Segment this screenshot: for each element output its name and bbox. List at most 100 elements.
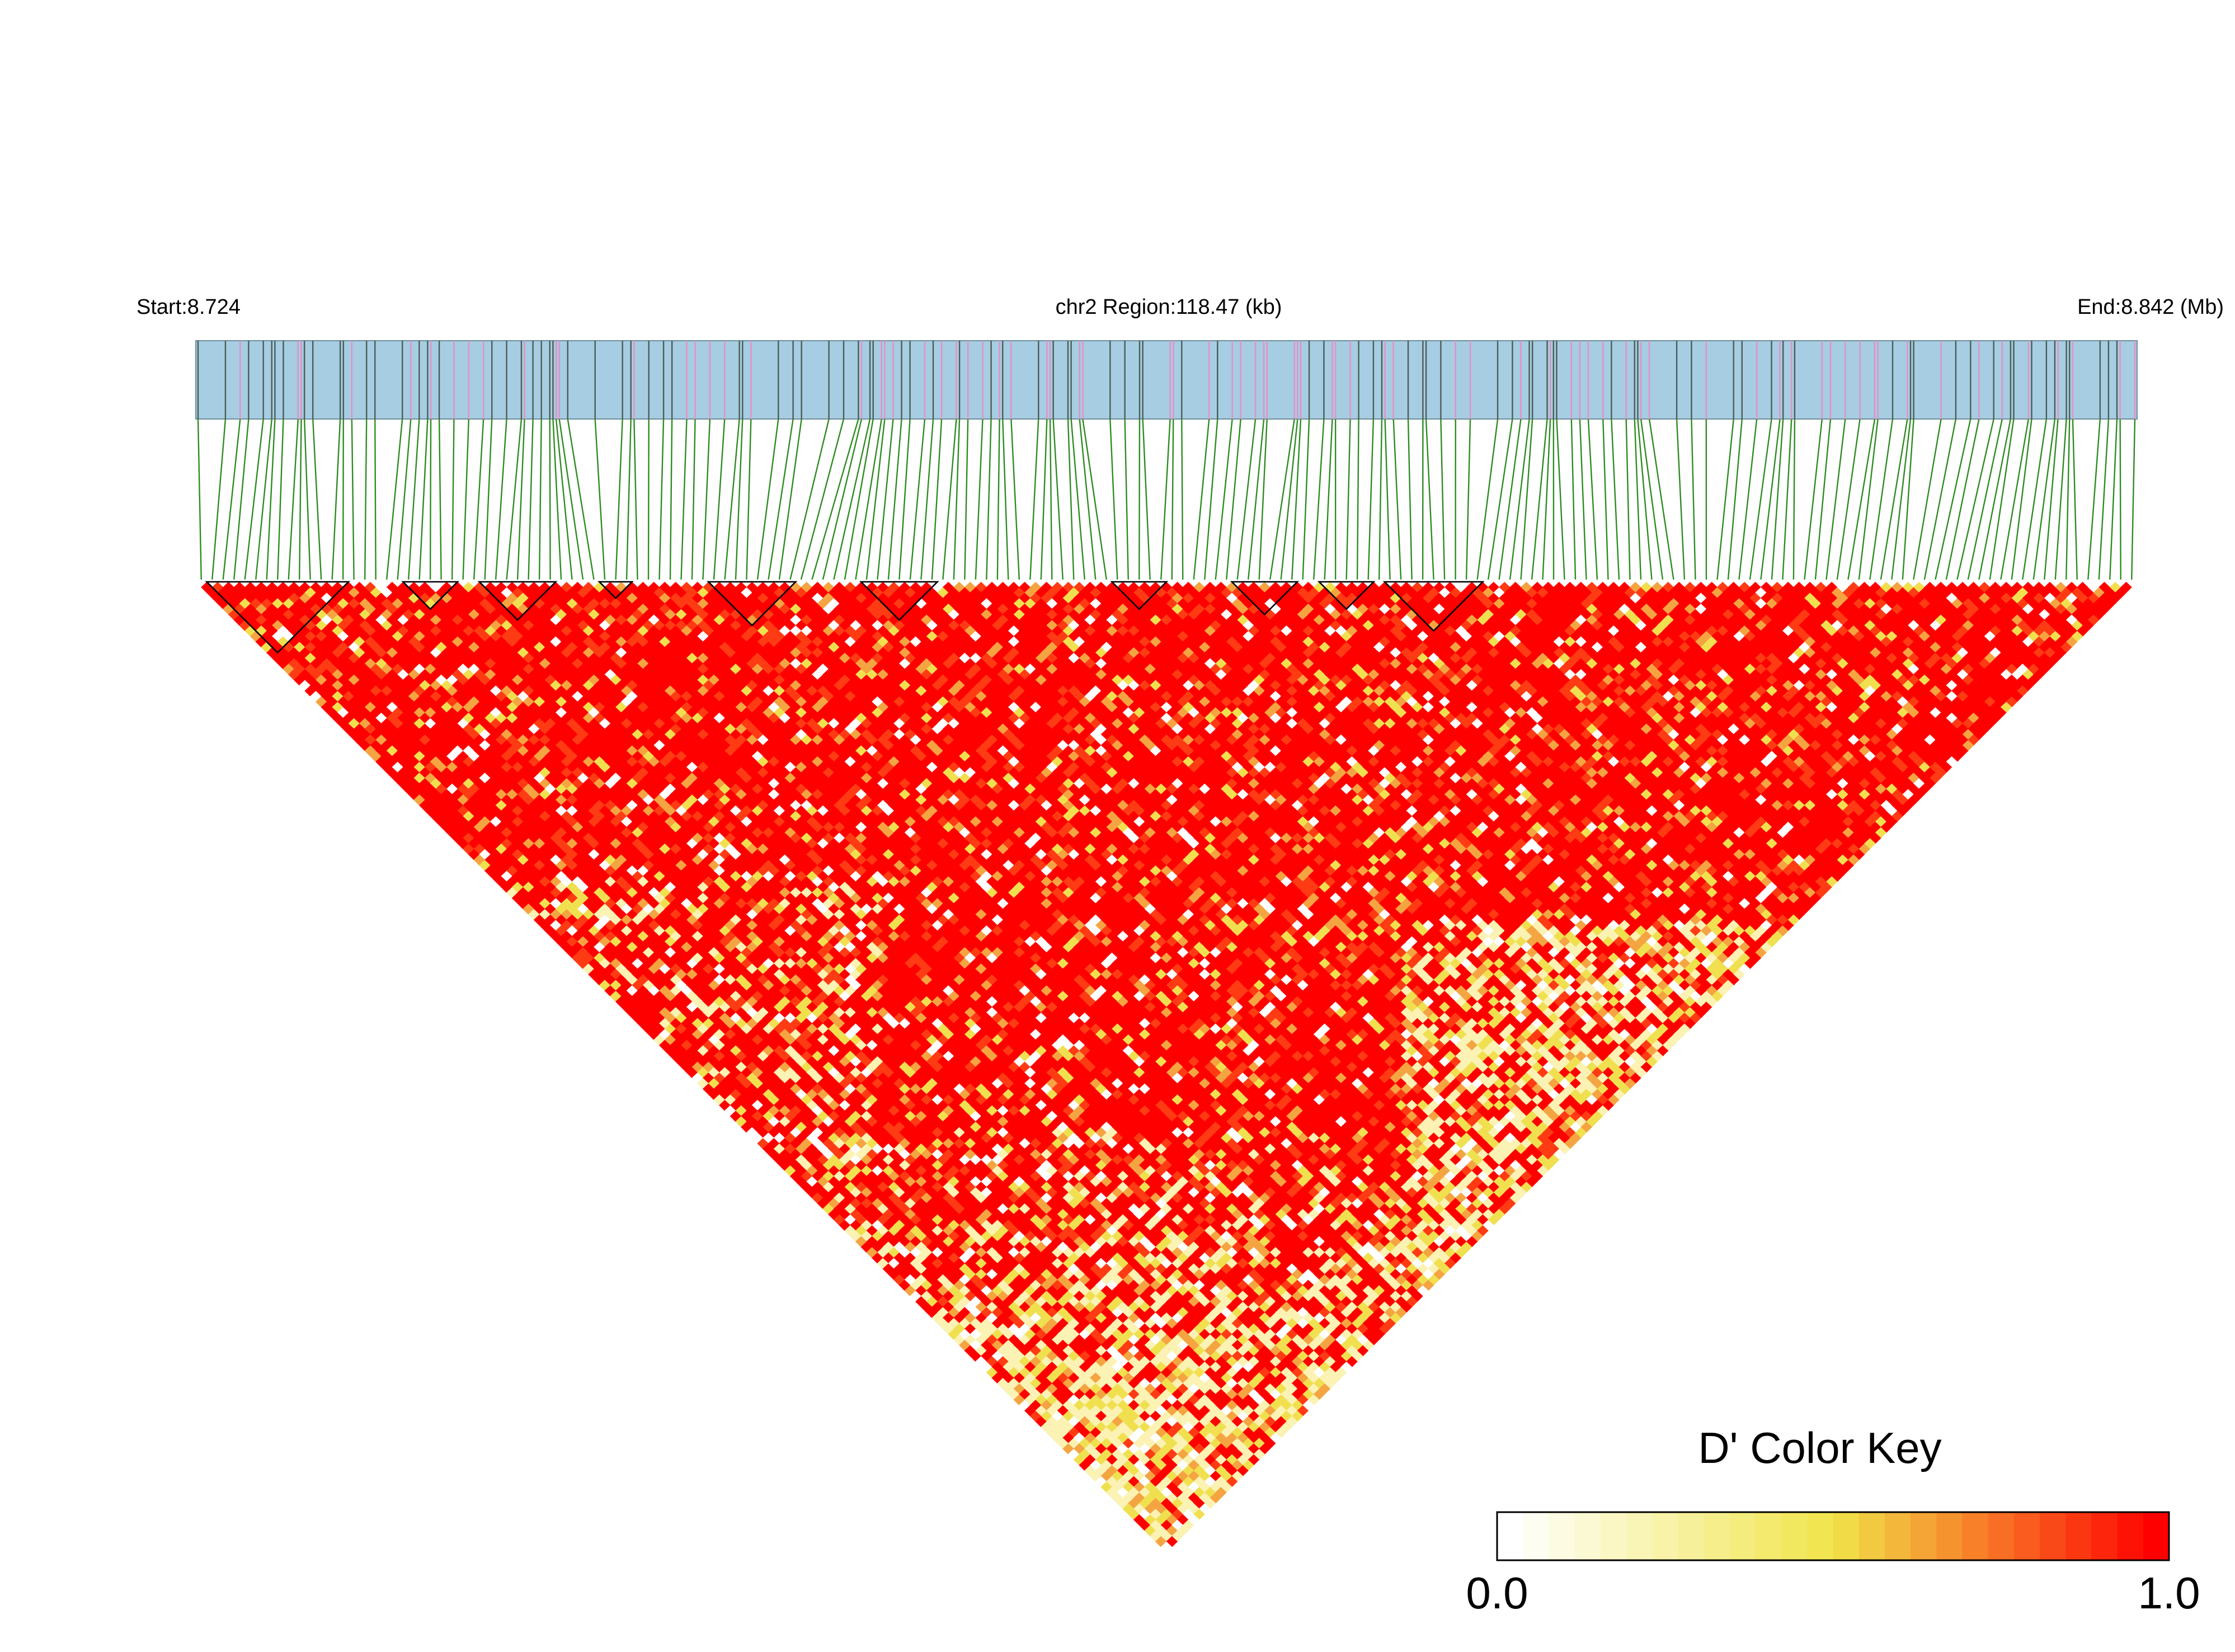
ld-cell xyxy=(1177,609,1189,620)
ld-cell xyxy=(495,582,507,594)
ld-cell xyxy=(479,609,491,620)
ld-cell xyxy=(1297,609,1309,620)
ld-cell xyxy=(1259,603,1271,615)
ld-cell xyxy=(1602,609,1614,620)
ld-cell xyxy=(1968,614,1979,626)
ld-cell xyxy=(1220,598,1232,610)
ld-cell xyxy=(1373,609,1385,620)
ld-cell xyxy=(424,609,436,620)
ld-cell xyxy=(1450,620,1461,632)
snp-connector xyxy=(484,418,493,580)
snp-connector xyxy=(1891,418,1912,580)
ld-cell xyxy=(321,625,333,637)
ld-cell xyxy=(1302,603,1314,615)
ld-cell xyxy=(1602,598,1614,610)
ld-cell xyxy=(1897,620,1909,632)
ld-cell xyxy=(233,603,246,615)
ld-cell xyxy=(1973,587,1985,599)
ld-cell xyxy=(1695,592,1707,604)
ld-cell xyxy=(299,582,311,594)
ld-cell xyxy=(1793,592,1805,604)
ld-cell xyxy=(1891,614,1903,626)
ld-cell xyxy=(1259,592,1271,604)
ld-cell xyxy=(1531,614,1544,626)
ld-cell xyxy=(1585,603,1598,615)
ld-cell xyxy=(1956,614,1969,626)
ld-cell xyxy=(1716,614,1729,626)
snp-connector xyxy=(2044,418,2059,580)
ld-cell xyxy=(1657,609,1669,620)
ld-cell xyxy=(1384,609,1396,620)
ld-cell xyxy=(1150,582,1161,594)
ld-cell xyxy=(380,620,393,632)
ld-cell xyxy=(1138,582,1151,594)
ld-cell xyxy=(1204,603,1216,615)
ld-cell xyxy=(1133,587,1145,599)
ld-cell xyxy=(801,592,813,604)
ld-cell xyxy=(686,587,698,599)
ld-cell xyxy=(1618,614,1631,626)
ld-cell xyxy=(1842,587,1854,599)
ld-cell xyxy=(860,609,873,620)
snp-connector xyxy=(385,418,403,580)
ld-cell xyxy=(2044,603,2056,615)
ld-cell xyxy=(571,582,584,594)
ld-cell xyxy=(277,625,289,637)
ld-cell xyxy=(332,625,344,637)
ld-cell xyxy=(702,614,714,626)
ld-cell xyxy=(528,582,540,594)
snp-connector xyxy=(2022,418,2048,580)
snp-connector xyxy=(1181,418,1184,580)
ld-cell xyxy=(1160,592,1173,604)
snp-connector xyxy=(2098,418,2110,580)
ld-cell xyxy=(517,603,529,615)
ld-cell xyxy=(1526,587,1538,599)
ld-cell xyxy=(1450,598,1461,610)
ld-cell xyxy=(1138,614,1151,626)
ld-cell xyxy=(1057,609,1069,620)
ld-cell xyxy=(1182,582,1194,594)
ld-cell xyxy=(1809,587,1822,599)
ld-cell xyxy=(1956,582,1969,594)
ld-cell xyxy=(1542,603,1554,615)
ld-cell xyxy=(1498,614,1511,626)
ld-cell xyxy=(1035,598,1047,610)
ld-cell xyxy=(288,603,300,615)
ld-cell xyxy=(1122,620,1135,632)
ld-cell xyxy=(2065,614,2078,626)
ld-cell xyxy=(392,620,403,632)
ld-cell xyxy=(691,614,704,626)
ld-cell xyxy=(1476,592,1489,604)
snp-connector xyxy=(288,418,299,580)
snp-connector xyxy=(1226,418,1241,580)
snp-connector xyxy=(1587,418,1598,580)
ld-cell xyxy=(648,592,660,604)
snp-connector xyxy=(746,418,752,580)
ld-cell xyxy=(271,587,284,599)
ld-cell xyxy=(1553,592,1565,604)
ld-cell xyxy=(2016,587,2029,599)
ld-cell xyxy=(1226,603,1238,615)
ld-cell xyxy=(479,620,491,632)
ld-cell xyxy=(1182,592,1194,604)
ld-cell xyxy=(424,598,436,610)
ld-cell xyxy=(904,598,916,610)
ld-cell xyxy=(1537,598,1549,610)
snp-connector xyxy=(800,418,845,580)
ld-cell xyxy=(1804,582,1816,594)
ld-cell xyxy=(599,609,611,620)
ld-cell xyxy=(501,620,512,632)
ld-cell xyxy=(1504,609,1516,620)
ld-cell xyxy=(2022,592,2034,604)
ld-cell xyxy=(1913,592,1925,604)
ld-cell xyxy=(1956,603,1969,615)
ld-cell xyxy=(691,603,704,615)
snp-connector xyxy=(1378,418,1383,580)
ld-cell xyxy=(1231,609,1244,620)
ld-cell xyxy=(828,598,840,610)
ld-cell xyxy=(1444,592,1456,604)
snp-connector xyxy=(942,418,957,580)
ld-cell xyxy=(948,620,960,632)
ld-cell xyxy=(1553,603,1565,615)
snp-connector xyxy=(1193,418,1210,580)
